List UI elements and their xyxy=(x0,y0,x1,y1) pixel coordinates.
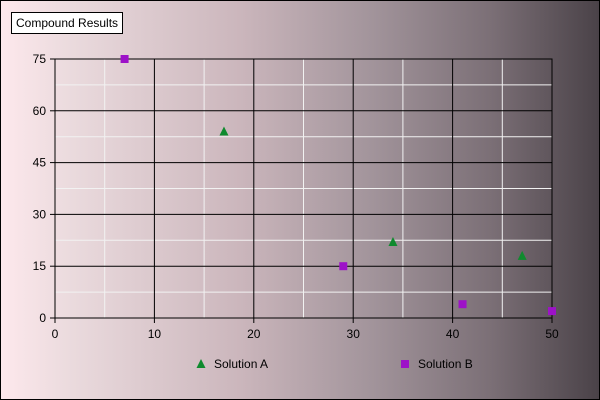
x-tick-label: 40 xyxy=(446,327,460,341)
legend-label: Solution A xyxy=(214,357,269,371)
legend: Solution A Solution B xyxy=(1,357,599,377)
data-point-square xyxy=(339,262,348,271)
plot-border xyxy=(54,58,553,319)
legend-item: Solution B xyxy=(400,357,473,371)
x-tick-label: 20 xyxy=(247,327,261,341)
legend-marker-shape xyxy=(196,359,206,368)
x-tick-label: 30 xyxy=(347,327,361,341)
y-tick-label: 30 xyxy=(33,207,47,221)
x-tick-label: 50 xyxy=(545,327,559,341)
y-tick-label: 0 xyxy=(39,311,46,325)
legend-label: Solution B xyxy=(418,357,473,371)
minor-grid xyxy=(55,59,552,318)
data-point-square xyxy=(458,300,467,309)
x-tick-label: 10 xyxy=(148,327,162,341)
data-point-triangle xyxy=(219,126,229,136)
x-tick-label: 0 xyxy=(52,327,59,341)
data-point-square xyxy=(120,55,129,63)
chart-title: Compound Results xyxy=(11,12,124,34)
data-point-triangle xyxy=(517,250,527,260)
y-tick-label: 60 xyxy=(33,104,47,118)
axis-ticks: 0 10 20 30 40 50 0 15 30 45 60 75 xyxy=(33,52,559,341)
data-point-triangle xyxy=(388,237,398,247)
y-tick-label: 15 xyxy=(33,259,47,273)
data-points xyxy=(120,55,556,316)
legend-marker-shape xyxy=(401,360,409,368)
data-point-square xyxy=(548,307,556,316)
legend-square-icon xyxy=(401,360,409,368)
y-tick-label: 75 xyxy=(33,52,47,66)
legend-triangle-icon xyxy=(196,359,206,368)
legend-item: Solution A xyxy=(196,357,268,371)
y-tick-label: 45 xyxy=(33,156,47,170)
